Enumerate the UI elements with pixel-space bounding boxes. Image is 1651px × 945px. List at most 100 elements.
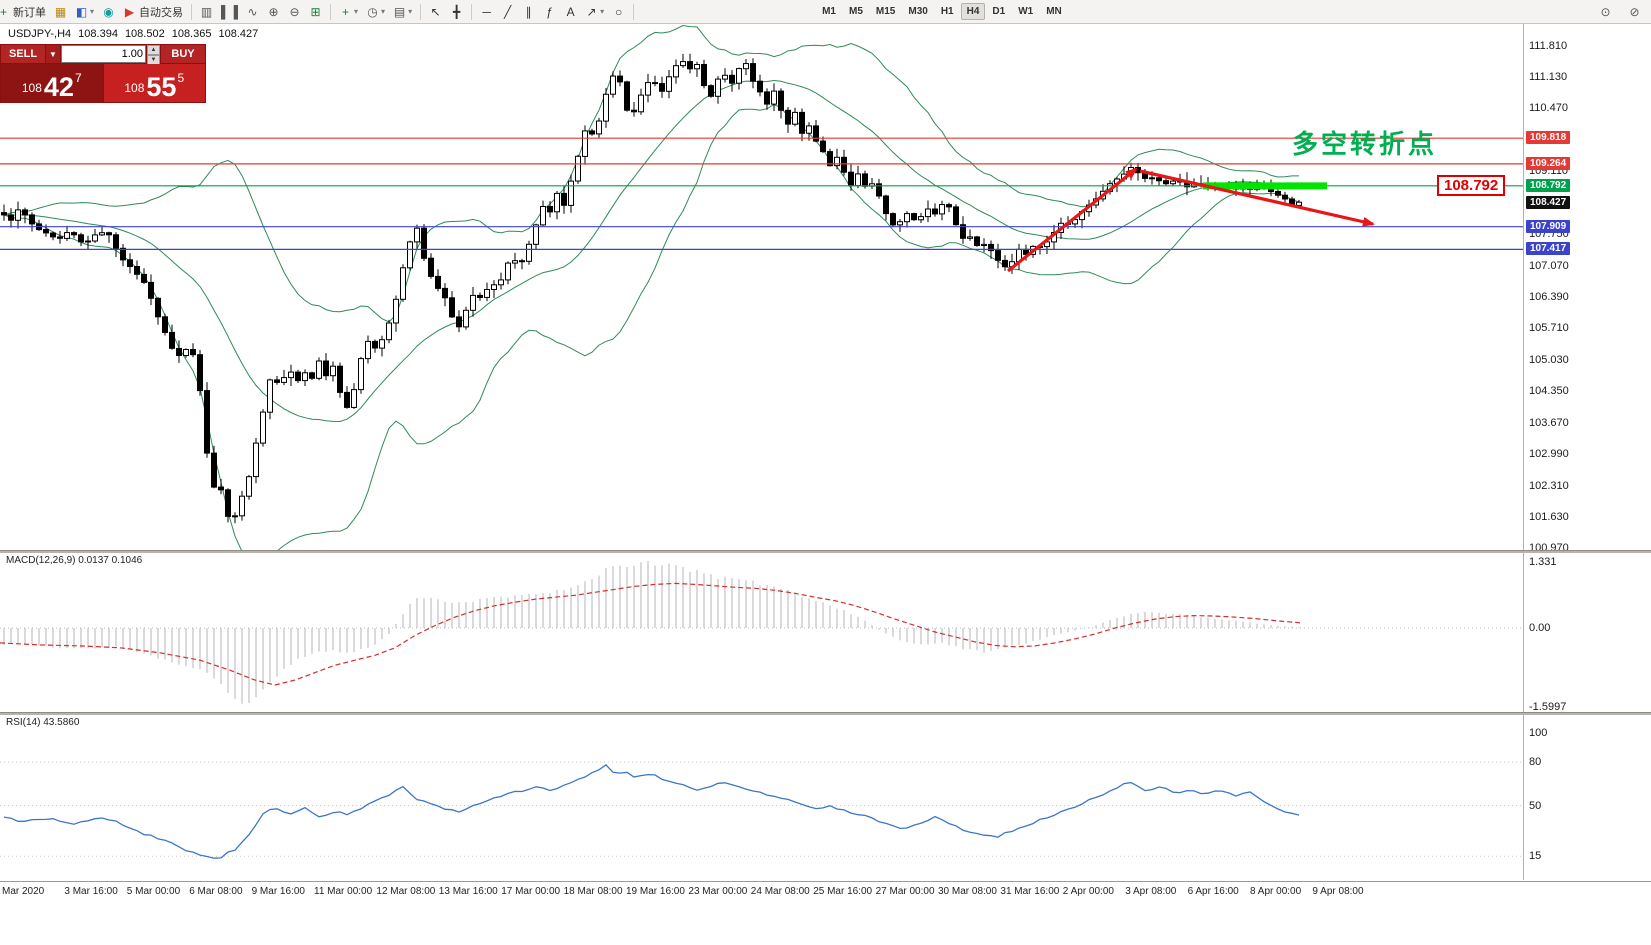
rsi-pane[interactable]: RSI(14) 43.5860 100 80 50 15	[0, 715, 1651, 880]
new-order-button[interactable]: + 新订单	[0, 2, 50, 22]
profiles-icon: ◧	[75, 4, 88, 19]
volume-dropdown-icon[interactable]: ▼	[46, 45, 60, 63]
tile-windows-icon: ⊞	[310, 4, 321, 19]
buy-button[interactable]: BUY	[161, 45, 205, 63]
sound-button[interactable]: ◉	[98, 2, 119, 22]
charts-icon: ▦	[54, 4, 67, 19]
profiles-button[interactable]: ◧ ▾	[71, 2, 98, 22]
time-axis-label: 30 Mar 08:00	[938, 886, 997, 897]
macd-plot[interactable]	[0, 553, 1523, 712]
price-chart-pane[interactable]: USDJPY-,H4 108.394 108.502 108.365 108.4…	[0, 24, 1651, 554]
timeframe-button-h4[interactable]: H4	[960, 3, 986, 20]
price-line-badge: 109.818	[1526, 131, 1571, 145]
tile-windows-button[interactable]: ⊞	[305, 2, 326, 22]
candlestick-mode-button[interactable]: ▌▐	[217, 2, 242, 22]
zoom-in-icon: ⊕	[268, 4, 279, 19]
time-axis[interactable]: Mar 2020 3 Mar 16:00 5 Mar 00:00 6 Mar 08:0…	[0, 881, 1651, 901]
time-axis-label: 3 Mar 16:00	[64, 886, 118, 897]
fibonacci-tool-button[interactable]: ƒ	[539, 2, 560, 22]
axis-label: 102.990	[1529, 448, 1569, 461]
price-line-badge: 107.909	[1526, 219, 1571, 233]
shapes-tool-button[interactable]: ○	[608, 2, 629, 22]
indicators-button[interactable]: + ▾	[335, 2, 362, 22]
time-axis-label: 17 Mar 00:00	[501, 886, 561, 897]
buy-price-pips: 55	[146, 71, 177, 102]
sell-price-pips: 42	[43, 71, 74, 102]
bar-chart-mode-button[interactable]: ▥	[196, 2, 217, 22]
sound-icon: ◉	[103, 4, 114, 19]
chevron-down-icon: ▾	[381, 7, 386, 16]
arrow-icon: ↗	[586, 4, 597, 19]
time-axis-label: 6 Apr 16:00	[1187, 886, 1239, 897]
axis-label: 107.070	[1529, 259, 1569, 272]
time-axis-label: 2 Apr 00:00	[1062, 886, 1114, 897]
zoom-out-button[interactable]: ⊖	[284, 2, 305, 22]
autotrading-icon: ▶	[124, 4, 135, 19]
timeframe-button-h1[interactable]: H1	[940, 6, 954, 17]
horizontal-line-tool-button[interactable]: ─	[476, 2, 497, 22]
timeframe-button-d1[interactable]: D1	[992, 6, 1006, 17]
symbol-timeframe-label: USDJPY-,H4	[8, 28, 72, 40]
channel-tool-button[interactable]: ∥	[518, 2, 539, 22]
toolbar-separator	[633, 3, 635, 20]
sell-price-box[interactable]: 108 42 7	[1, 64, 103, 102]
timeframe-button-m30[interactable]: M30	[908, 6, 928, 17]
toolbar-separator	[471, 3, 473, 20]
time-axis-label: 18 Mar 08:00	[563, 886, 623, 897]
time-axis-label: 6 Mar 08:00	[189, 886, 243, 897]
new-order-icon: +	[0, 4, 7, 19]
sell-price-prefix: 108	[21, 81, 42, 95]
line-chart-mode-button[interactable]: ∿	[242, 2, 263, 22]
price-plot[interactable]	[0, 24, 1523, 550]
template-icon: ▤	[393, 4, 406, 19]
zoom-in-button[interactable]: ⊕	[263, 2, 284, 22]
timeframe-button-m15[interactable]: M15	[875, 6, 896, 17]
magnifier-button[interactable]: ⊘	[1624, 2, 1645, 22]
axis-label: 1.331	[1529, 555, 1557, 568]
axis-label: 100	[1529, 727, 1548, 739]
axis-label: 111.130	[1529, 71, 1568, 84]
buy-price-box[interactable]: 108 55 5	[103, 64, 205, 102]
autotrading-button[interactable]: ▶ 自动交易	[119, 2, 187, 22]
bar-chart-icon: ▥	[200, 4, 213, 19]
periods-button[interactable]: ◷ ▾	[362, 2, 389, 22]
axis-label: 80	[1529, 756, 1542, 768]
arrow-tool-button[interactable]: ↗ ▾	[581, 2, 608, 22]
sell-button[interactable]: SELL	[1, 45, 45, 63]
timeframe-button-m5[interactable]: M5	[849, 6, 863, 17]
channel-icon: ∥	[525, 4, 532, 19]
axis-label: 102.310	[1529, 479, 1569, 492]
text-tool-button[interactable]: A	[560, 2, 581, 22]
macd-pane[interactable]: MACD(12,26,9) 0.0137 0.1046 1.331 0.00 -1.…	[0, 553, 1651, 714]
clock-icon: ◷	[367, 4, 378, 19]
axis-label: 50	[1529, 799, 1542, 812]
symbol-search-button[interactable]: ⊙	[1595, 2, 1616, 22]
cursor-button[interactable]: ↖	[425, 2, 446, 22]
chevron-down-icon: ▾	[600, 7, 605, 16]
pane-splitter[interactable]	[0, 550, 1651, 553]
cursor-icon: ↖	[430, 4, 441, 19]
rsi-plot[interactable]	[0, 715, 1523, 880]
axis-label: -1.5997	[1529, 701, 1567, 714]
rsi-label: RSI(14) 43.5860	[6, 717, 80, 728]
timeframe-button-mn[interactable]: MN	[1046, 6, 1062, 17]
timeframe-button-m1[interactable]: M1	[822, 6, 836, 17]
pane-splitter[interactable]	[0, 712, 1651, 715]
time-axis-label: 8 Apr 00:00	[1250, 886, 1302, 897]
buy-price-pipette: 5	[177, 71, 185, 85]
trendline-tool-button[interactable]: ╱	[497, 2, 518, 22]
charts-button[interactable]: ▦	[50, 2, 71, 22]
toolbar-separator	[191, 3, 193, 20]
templates-button[interactable]: ▤ ▾	[389, 2, 416, 22]
price-level-tag[interactable]: 108.792	[1437, 175, 1506, 196]
crosshair-button[interactable]: ╋	[446, 2, 467, 22]
volume-stepper[interactable]: ▲ ▼	[147, 45, 160, 65]
timeframe-button-w1[interactable]: W1	[1018, 6, 1034, 17]
line-chart-icon: ∿	[247, 4, 258, 19]
search-icon: ⊙	[1600, 5, 1611, 19]
toolbar-separator	[330, 3, 332, 20]
volume-up-icon[interactable]: ▲	[147, 45, 160, 55]
toolbar-separator	[420, 3, 422, 20]
volume-input[interactable]	[61, 45, 146, 63]
crosshair-icon: ╋	[452, 4, 461, 19]
